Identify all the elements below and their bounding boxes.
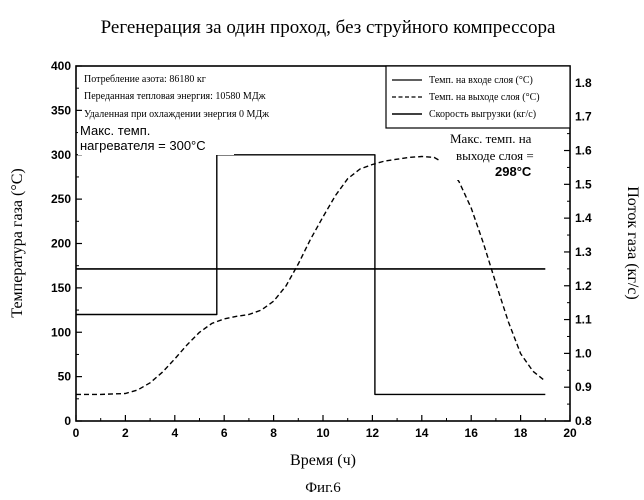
x-tick-label-5: 10 xyxy=(316,426,330,440)
yr-tick-label-5: 1.3 xyxy=(575,245,592,259)
yr-tick-label-9: 1.7 xyxy=(575,110,592,124)
right-y-axis-ticks: 0.8 0.9 1.0 1.1 1.2 1.3 1.4 1.5 1.6 1.7 1.8 xyxy=(564,76,592,428)
legend: Темп. на входе слоя (°C) Темп. на выходе… xyxy=(386,66,570,128)
yr-tick-label-0: 0.8 xyxy=(575,414,592,428)
x-tick-label-7: 14 xyxy=(415,426,429,440)
info-line-nitrogen: Потребление азота: 86180 кг xyxy=(84,74,206,85)
x-axis-ticks: 0 2 4 6 8 10 12 14 16 18 20 xyxy=(73,415,577,440)
x-tick-label-8: 16 xyxy=(465,426,479,440)
y-axis-left-label: Температура газа (°C) xyxy=(9,168,26,317)
info-box: Потребление азота: 86180 кг Переданная т… xyxy=(84,74,269,120)
info-line-cooling-energy: Удаленная при охлаждении энергия 0 МДж xyxy=(84,109,269,120)
yl-tick-label-2: 100 xyxy=(51,325,71,339)
x-tick-label-1: 2 xyxy=(122,426,129,440)
x-tick-label-9: 18 xyxy=(514,426,528,440)
x-tick-label-4: 8 xyxy=(270,426,277,440)
yl-tick-label-6: 300 xyxy=(51,148,71,162)
x-tick-label-3: 6 xyxy=(221,426,228,440)
yl-tick-label-7: 350 xyxy=(51,103,71,117)
y-axis-right-label: Поток газа (кг/с) xyxy=(624,186,641,300)
yl-tick-label-0: 0 xyxy=(64,414,71,428)
x-tick-label-0: 0 xyxy=(73,426,80,440)
series-outlet-temp-line xyxy=(76,157,545,395)
annotation-heater: Макс. темп. нагревателя = 300°C xyxy=(78,121,234,155)
yl-tick-label-4: 200 xyxy=(51,237,71,251)
x-tick-label-6: 12 xyxy=(366,426,380,440)
legend-label-inlet: Темп. на входе слоя (°C) xyxy=(429,75,533,86)
yl-tick-label-1: 50 xyxy=(58,370,72,384)
yr-tick-label-6: 1.4 xyxy=(575,211,592,225)
series-group xyxy=(76,155,545,395)
x-axis-label: Время (ч) xyxy=(290,452,356,469)
yr-tick-label-4: 1.2 xyxy=(575,279,592,293)
x-tick-label-10: 20 xyxy=(563,426,577,440)
yr-tick-label-8: 1.6 xyxy=(575,144,592,158)
annotation-outlet-line-1: Макс. темп. на xyxy=(450,131,532,146)
yr-tick-label-3: 1.1 xyxy=(575,313,592,327)
annotation-outlet-line-2: выходе слоя = xyxy=(456,148,534,163)
chart-title: Регенерация за один проход, без струйног… xyxy=(101,17,556,38)
yl-tick-label-8: 400 xyxy=(51,59,71,73)
annotation-outlet-line-3: 298°C xyxy=(495,164,532,179)
left-y-axis-ticks: 0 50 100 150 200 250 300 350 400 xyxy=(51,59,82,428)
annotation-heater-line-1: Макс. темп. xyxy=(80,123,150,138)
x-tick-label-2: 4 xyxy=(171,426,178,440)
figure-caption: Фиг.6 xyxy=(305,480,341,496)
yr-tick-label-10: 1.8 xyxy=(575,76,592,90)
yr-tick-label-2: 1.0 xyxy=(575,346,592,360)
yl-tick-label-3: 150 xyxy=(51,281,71,295)
annotation-heater-line-2: нагревателя = 300°C xyxy=(80,138,206,153)
legend-label-flow: Скорость выгрузки (кг/с) xyxy=(429,109,536,120)
annotation-outlet: Макс. темп. на выходе слоя = 298°C xyxy=(440,130,558,180)
yr-tick-label-7: 1.5 xyxy=(575,177,592,191)
info-line-heat-energy: Переданная тепловая энергия: 10580 МДж xyxy=(84,91,266,102)
series-inlet-temp-line xyxy=(76,155,545,395)
yr-tick-label-1: 0.9 xyxy=(575,380,592,394)
legend-label-outlet: Темп. на выходе слоя (°C) xyxy=(429,92,540,103)
yl-tick-label-5: 250 xyxy=(51,192,71,206)
